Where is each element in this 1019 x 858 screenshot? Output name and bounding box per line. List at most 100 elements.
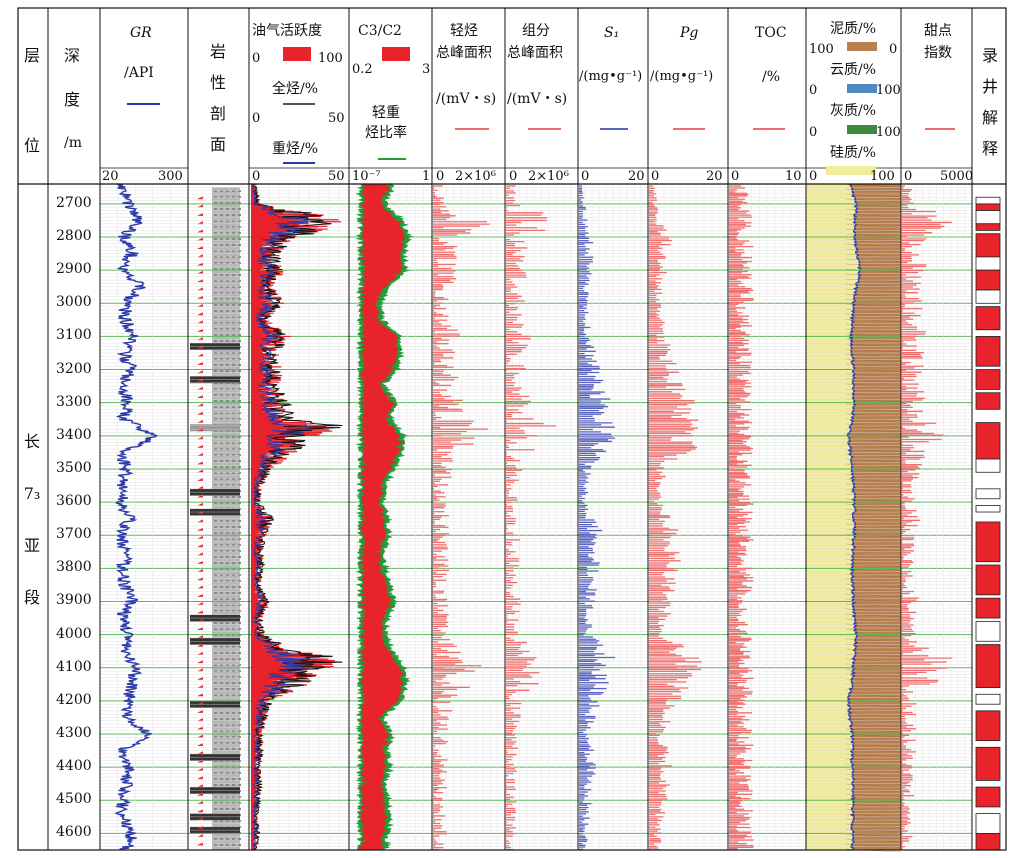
c3c2-title: C3/C2 bbox=[358, 23, 402, 39]
c3c2-track bbox=[355, 182, 414, 851]
comp-title-1: 组分 bbox=[522, 23, 550, 39]
lime-legend bbox=[847, 125, 877, 134]
depth-tick-label: 4500 bbox=[56, 791, 92, 808]
depth-tick-label: 3500 bbox=[56, 459, 92, 476]
comp-title-2: 总峰面积 bbox=[507, 45, 563, 61]
interp-band bbox=[975, 210, 1001, 225]
interp-band bbox=[975, 196, 1001, 205]
lith-marker bbox=[197, 303, 203, 307]
interp-band bbox=[975, 693, 1001, 705]
lith-marker bbox=[197, 593, 203, 597]
lith-marker bbox=[197, 693, 203, 697]
comp-max: 2×10⁶ bbox=[528, 169, 569, 184]
lith-marker bbox=[197, 444, 203, 448]
depth-tick-label: 3000 bbox=[56, 294, 92, 311]
heavy-hc-min: 0 bbox=[252, 169, 261, 184]
lith-marker bbox=[197, 469, 203, 473]
sweet-title-1: 甜点 bbox=[924, 23, 952, 39]
interp-band bbox=[975, 223, 1001, 231]
depth-tick-label: 4300 bbox=[56, 725, 92, 742]
lith-marker bbox=[197, 436, 203, 440]
depth-tick-label: 4600 bbox=[56, 824, 92, 841]
lith-marker bbox=[197, 842, 203, 846]
layer-header: 层 bbox=[23, 46, 40, 65]
lith-marker bbox=[197, 254, 203, 258]
s1-track bbox=[579, 185, 616, 850]
depth-tick-label: 2700 bbox=[56, 194, 92, 211]
gas-title: 油气活跃度 bbox=[252, 23, 322, 39]
depth-tick-label: 3800 bbox=[56, 559, 92, 576]
interp-band bbox=[975, 620, 1001, 642]
depth-tick-label: 2900 bbox=[56, 261, 92, 278]
interp-band bbox=[975, 289, 1001, 304]
silica-min: 0 bbox=[809, 169, 818, 184]
lith-marker bbox=[197, 502, 203, 506]
interp-band bbox=[975, 833, 1001, 851]
interp-band bbox=[975, 746, 1001, 781]
silica-legend bbox=[826, 166, 876, 175]
total-hc-label: 全烃/% bbox=[272, 81, 319, 97]
frame bbox=[17, 7, 1007, 851]
lith-marker bbox=[197, 337, 203, 341]
ratio-label-2: 烃比率 bbox=[365, 125, 407, 141]
depth-tick-label: 3200 bbox=[56, 360, 92, 377]
lith-marker bbox=[197, 734, 203, 738]
lith-marker bbox=[197, 494, 203, 498]
lime-max: 100 bbox=[876, 125, 901, 140]
lith-marker bbox=[197, 403, 203, 407]
mineral-track bbox=[806, 183, 902, 853]
interp-band bbox=[975, 256, 1001, 271]
lith-marker bbox=[197, 386, 203, 390]
lith-marker bbox=[197, 834, 203, 838]
pg-min: 0 bbox=[651, 169, 660, 184]
lith-marker bbox=[197, 602, 203, 606]
s1-unit: /(mg•g⁻¹) bbox=[579, 69, 643, 84]
silica-max: 100 bbox=[870, 169, 895, 184]
layer-header: 位 bbox=[23, 136, 40, 155]
lime-label: 灰质/% bbox=[830, 103, 877, 119]
lith-marker bbox=[197, 461, 203, 465]
lith-marker bbox=[197, 279, 203, 283]
light-heavy-ratio-curve bbox=[373, 182, 414, 851]
depth-header: 深 bbox=[64, 46, 81, 65]
lith-marker bbox=[197, 395, 203, 399]
lith-marker bbox=[197, 701, 203, 705]
heavy-hc-label: 重烃/% bbox=[272, 141, 319, 157]
lith-marker bbox=[197, 560, 203, 564]
interp-band bbox=[975, 203, 1001, 211]
legend-swatches bbox=[127, 42, 955, 175]
interp-band bbox=[975, 336, 1001, 367]
s1-title: S₁ bbox=[604, 25, 620, 41]
lith-marker bbox=[197, 527, 203, 531]
lith-marker bbox=[197, 312, 203, 316]
interp-band bbox=[975, 786, 1001, 808]
lith-marker bbox=[197, 751, 203, 755]
lith-marker bbox=[197, 635, 203, 639]
interp-band bbox=[975, 644, 1001, 689]
heavy-hc-curve bbox=[251, 183, 318, 851]
lith-marker bbox=[197, 270, 203, 274]
silica-label: 硅质/% bbox=[830, 145, 877, 161]
lith-marker bbox=[197, 709, 203, 713]
lithology-header: 性 bbox=[209, 73, 226, 92]
ratio-min: 10⁻⁷ bbox=[352, 169, 381, 184]
mud-min: 0 bbox=[889, 42, 898, 57]
gr-min: 20 bbox=[102, 169, 119, 184]
comp-unit: /(mV・s) bbox=[507, 91, 568, 107]
lith-marker bbox=[197, 287, 203, 291]
lithology-header: 岩 bbox=[209, 42, 226, 61]
c3c2-legend-swatch bbox=[382, 47, 410, 61]
depth-tick-label: 3300 bbox=[56, 393, 92, 410]
component-area-track bbox=[506, 185, 556, 851]
lith-marker bbox=[197, 569, 203, 573]
interp-header: 录 bbox=[981, 46, 998, 65]
lith-marker bbox=[197, 792, 203, 796]
lith-marker bbox=[197, 668, 203, 672]
toc-track bbox=[729, 185, 754, 850]
light-heavy-ratio-left bbox=[355, 184, 368, 851]
sweet-index-track bbox=[902, 185, 953, 850]
lith-marker bbox=[197, 519, 203, 523]
lith-marker bbox=[197, 370, 203, 374]
gas-min: 0 bbox=[252, 51, 261, 66]
